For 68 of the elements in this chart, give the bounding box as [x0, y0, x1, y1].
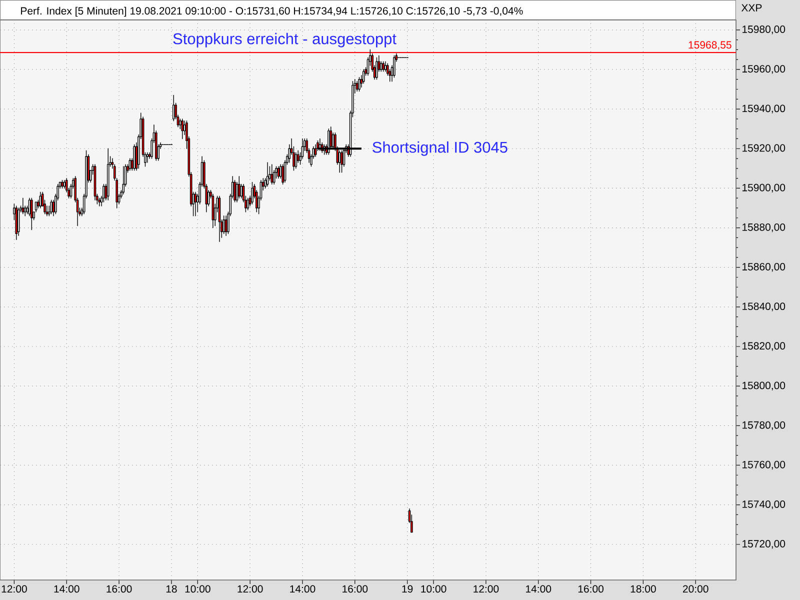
candlestick — [30, 198, 33, 230]
x-tick-label: 12:00 — [2, 585, 27, 593]
y-tick-label: 15720,00 — [742, 540, 786, 549]
candlestick — [146, 152, 149, 163]
candlestick — [358, 77, 360, 92]
y-tick-label: 15740,00 — [742, 500, 786, 510]
candlestick — [15, 206, 18, 240]
y-tick-label: 15980,00 — [742, 26, 786, 34]
candlestick — [181, 118, 184, 140]
candlestick — [382, 61, 384, 72]
x-tick-label: 12:00 — [238, 585, 263, 593]
y-tick-label: 15960,00 — [742, 65, 786, 74]
x-tick-label: 12:00 — [474, 585, 499, 593]
x-tick-label: 14:00 — [290, 585, 316, 593]
y-tick-label: 15820,00 — [742, 342, 786, 351]
candlestick — [282, 164, 284, 185]
candlestick — [61, 180, 64, 189]
x-tick-label: 20:00 — [683, 585, 708, 593]
candlestick — [393, 55, 396, 78]
y-tick-label: 15760,00 — [742, 460, 786, 470]
candlestick — [224, 216, 228, 236]
x-tick-label: 16:00 — [578, 585, 604, 593]
candlestick — [246, 198, 250, 210]
candlestick — [218, 196, 221, 242]
x-tick-label: 16:00 — [342, 585, 368, 593]
candlestick — [266, 162, 269, 187]
candlestick — [194, 192, 197, 216]
x-tick-label: 10:00 — [185, 585, 210, 593]
candlestick — [22, 198, 24, 214]
annotation: Shortsignal ID 3045 — [372, 141, 508, 156]
y-tick-label: 15900,00 — [742, 184, 786, 193]
x-tick-label: 19 — [402, 585, 413, 593]
candlestick — [212, 194, 214, 228]
y-axis-title: XXP — [741, 4, 762, 12]
candlestick — [384, 61, 387, 72]
y-tick-label: 15840,00 — [742, 302, 786, 312]
candlestick — [17, 208, 20, 236]
candlestick — [362, 69, 365, 84]
candlestick — [63, 180, 66, 189]
annotation: Stoppkurs erreicht - ausgestoppt — [173, 32, 396, 48]
x-tick-label: 10:00 — [421, 585, 446, 593]
candlestick — [98, 198, 101, 206]
candlestick — [128, 158, 132, 171]
y-tick-label: 15880,00 — [742, 223, 786, 232]
x-tick-label: 14:00 — [526, 585, 552, 593]
y-tick-label: 15920,00 — [742, 144, 786, 153]
candlestick — [222, 216, 225, 234]
candlestick — [356, 80, 358, 92]
y-tick-label: 15860,00 — [742, 263, 786, 272]
candlestick — [102, 184, 105, 202]
x-tick-label: 18:00 — [630, 585, 656, 593]
x-tick-label: 14:00 — [54, 585, 80, 593]
candlestick — [94, 164, 96, 200]
ref-line-label: 15968,55 — [688, 41, 732, 50]
candlestick — [234, 180, 236, 202]
x-tick-label: 16:00 — [106, 585, 132, 593]
chart-title: Perf. Index [5 Minuten] 19.08.2021 09:10:00 - O:15731,60 H:15734,94 L:15726,10 C:15726,10 -5,73 -0,04% — [21, 6, 523, 17]
y-tick-label: 15940,00 — [742, 104, 786, 114]
candlestick — [277, 166, 280, 179]
candlestick — [50, 200, 52, 214]
candlestick — [39, 192, 42, 208]
candlestick — [270, 164, 274, 185]
candlestick — [133, 144, 136, 171]
candlestick — [251, 182, 254, 204]
x-tick-label: 18 — [166, 585, 177, 593]
y-tick-label: 15800,00 — [742, 382, 786, 390]
candlestick — [376, 57, 378, 80]
y-tick-label: 15780,00 — [742, 421, 786, 430]
